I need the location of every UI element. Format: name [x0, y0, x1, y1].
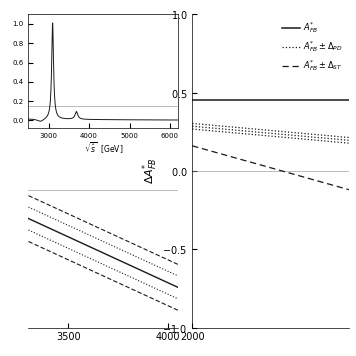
Legend: $A_{FB}^{*}$, $A_{FB}^{*} \pm \Delta_{PD}$, $A_{FB}^{*} \pm \Delta_{ST}$: $A_{FB}^{*}$, $A_{FB}^{*} \pm \Delta_{PD… [280, 19, 345, 75]
Y-axis label: $\Delta A_{FB}^{*}$: $\Delta A_{FB}^{*}$ [140, 158, 159, 184]
X-axis label: $\sqrt{\hat{s}}\ \ [\mathrm{GeV}]$: $\sqrt{\hat{s}}\ \ [\mathrm{GeV}]$ [84, 140, 123, 156]
